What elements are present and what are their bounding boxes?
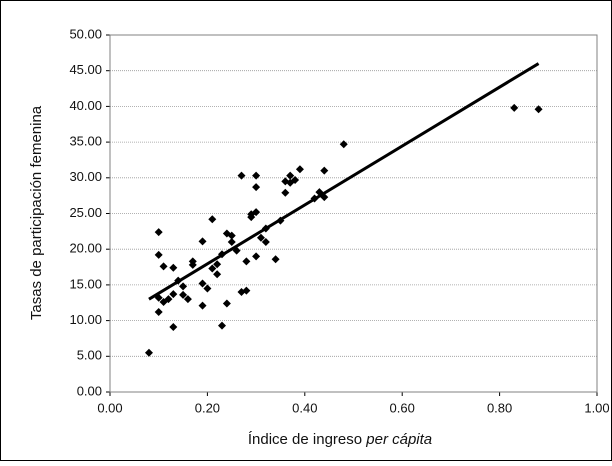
point bbox=[154, 228, 163, 237]
point bbox=[154, 250, 163, 259]
point bbox=[252, 208, 261, 217]
trend-line bbox=[148, 62, 540, 301]
point bbox=[291, 175, 300, 184]
point bbox=[164, 295, 173, 304]
point bbox=[208, 215, 217, 224]
y-tick-label: 10.00 bbox=[69, 312, 102, 327]
point bbox=[208, 264, 217, 273]
point bbox=[252, 252, 261, 261]
point bbox=[213, 270, 222, 279]
point bbox=[286, 171, 295, 180]
x-axis-title-italic: per cápita bbox=[365, 431, 432, 448]
y-tick-label: 0.00 bbox=[77, 383, 102, 398]
point bbox=[261, 238, 270, 247]
point bbox=[320, 166, 329, 175]
point bbox=[237, 171, 246, 180]
point bbox=[188, 260, 197, 269]
x-tick-label: 1.00 bbox=[584, 400, 609, 415]
point bbox=[256, 233, 265, 242]
point bbox=[222, 299, 231, 308]
point bbox=[154, 308, 163, 317]
y-tick-label: 45.00 bbox=[69, 62, 102, 77]
point bbox=[218, 321, 227, 330]
x-tick-label: 0.40 bbox=[292, 400, 317, 415]
point bbox=[227, 231, 236, 240]
y-tick-label: 50.00 bbox=[69, 26, 102, 41]
point bbox=[227, 238, 236, 247]
plot-area bbox=[109, 34, 598, 393]
x-tick-label: 0.80 bbox=[487, 400, 512, 415]
point bbox=[183, 295, 192, 304]
y-tick-label: 30.00 bbox=[69, 169, 102, 184]
point bbox=[281, 188, 290, 197]
x-tick-label: 0.00 bbox=[97, 400, 122, 415]
y-tick-label: 15.00 bbox=[69, 276, 102, 291]
point bbox=[271, 255, 280, 264]
point bbox=[198, 301, 207, 310]
point bbox=[295, 165, 304, 174]
point bbox=[169, 323, 178, 332]
point bbox=[534, 105, 543, 114]
x-tick-label: 0.60 bbox=[390, 400, 415, 415]
x-tick-label: 0.20 bbox=[195, 400, 220, 415]
y-tick-label: 20.00 bbox=[69, 241, 102, 256]
y-tick-label: 40.00 bbox=[69, 98, 102, 113]
point bbox=[179, 282, 188, 291]
y-tick-label: 25.00 bbox=[69, 205, 102, 220]
point bbox=[510, 103, 519, 112]
y-tick-label: 5.00 bbox=[77, 348, 102, 363]
y-axis-title: Tasas de participación femenina bbox=[28, 105, 45, 320]
point bbox=[203, 284, 212, 293]
point bbox=[169, 263, 178, 272]
point bbox=[169, 290, 178, 299]
point bbox=[179, 290, 188, 299]
point bbox=[198, 279, 207, 288]
y-tick-label: 35.00 bbox=[69, 134, 102, 149]
point bbox=[159, 262, 168, 271]
point bbox=[242, 286, 251, 295]
point bbox=[252, 183, 261, 192]
point bbox=[339, 140, 348, 149]
point bbox=[198, 237, 207, 246]
point bbox=[144, 348, 153, 357]
point bbox=[213, 260, 222, 269]
x-axis-title: Índice de ingreso per cápita bbox=[248, 431, 432, 448]
point bbox=[252, 171, 261, 180]
x-axis-title-main: Índice de ingreso bbox=[248, 431, 362, 448]
point bbox=[242, 257, 251, 266]
